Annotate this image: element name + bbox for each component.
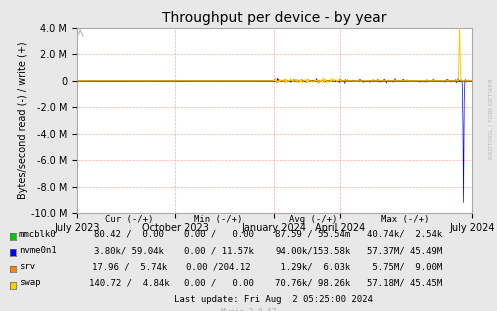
- Text: RRDTOOL / TOBI OETIKER: RRDTOOL / TOBI OETIKER: [489, 78, 494, 159]
- Text: 0.00 / 11.57k: 0.00 / 11.57k: [184, 246, 253, 255]
- Text: mmcblk0: mmcblk0: [19, 230, 57, 239]
- Text: 0.00 /   0.00: 0.00 / 0.00: [184, 230, 253, 239]
- Text: 70.76k/ 98.26k: 70.76k/ 98.26k: [275, 278, 351, 287]
- Text: srv: srv: [19, 262, 35, 271]
- Text: 94.00k/153.58k: 94.00k/153.58k: [275, 246, 351, 255]
- Text: Avg (-/+): Avg (-/+): [289, 215, 337, 224]
- Text: 0.00 /   0.00: 0.00 / 0.00: [184, 278, 253, 287]
- Text: 40.74k/  2.54k: 40.74k/ 2.54k: [367, 230, 443, 239]
- Text: Munin 2.0.67: Munin 2.0.67: [221, 308, 276, 311]
- Text: Max (-/+): Max (-/+): [381, 215, 429, 224]
- Title: Throughput per device - by year: Throughput per device - by year: [163, 12, 387, 26]
- Text: 80.42 /  0.00: 80.42 / 0.00: [94, 230, 164, 239]
- Y-axis label: Bytes/second read (-) / write (+): Bytes/second read (-) / write (+): [18, 42, 28, 199]
- Text: Min (-/+): Min (-/+): [194, 215, 243, 224]
- Text: 5.75M/  9.00M: 5.75M/ 9.00M: [367, 262, 443, 271]
- Text: 3.80k/ 59.04k: 3.80k/ 59.04k: [94, 246, 164, 255]
- Text: 17.96 /  5.74k: 17.96 / 5.74k: [91, 262, 167, 271]
- Text: 87.59 / 55.54m: 87.59 / 55.54m: [275, 230, 351, 239]
- Text: Last update: Fri Aug  2 05:25:00 2024: Last update: Fri Aug 2 05:25:00 2024: [174, 295, 373, 304]
- Text: Cur (-/+): Cur (-/+): [105, 215, 154, 224]
- Text: 57.18M/ 45.45M: 57.18M/ 45.45M: [367, 278, 443, 287]
- Text: 140.72 /  4.84k: 140.72 / 4.84k: [89, 278, 169, 287]
- Text: 0.00 /204.12: 0.00 /204.12: [186, 262, 251, 271]
- Text: 1.29k/  6.03k: 1.29k/ 6.03k: [275, 262, 351, 271]
- Text: swap: swap: [19, 278, 40, 287]
- Text: 57.37M/ 45.49M: 57.37M/ 45.49M: [367, 246, 443, 255]
- Text: nvme0n1: nvme0n1: [19, 246, 57, 255]
